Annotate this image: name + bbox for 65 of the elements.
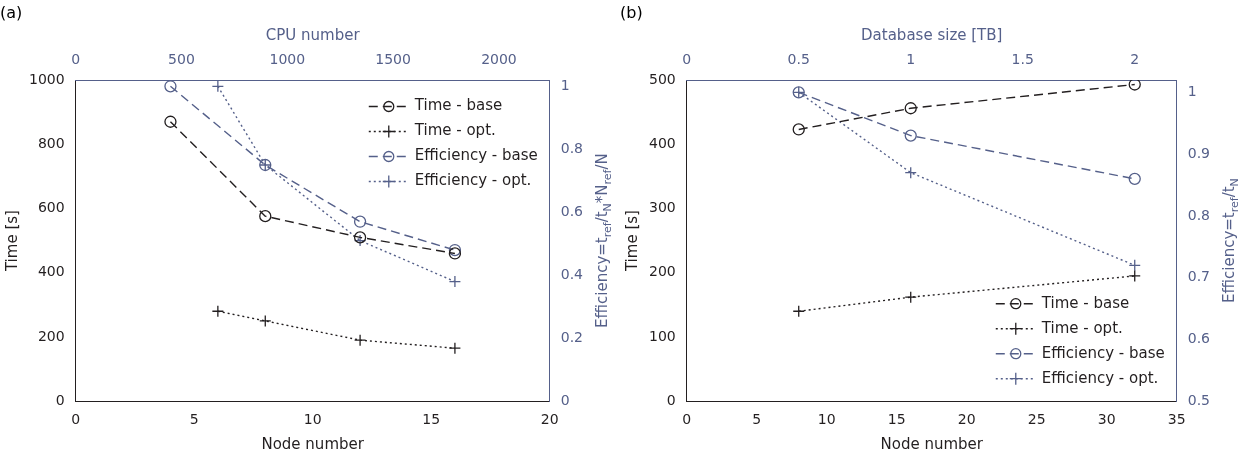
x2-tick-label: 0.5 bbox=[787, 51, 810, 68]
y-tick-label: 400 bbox=[37, 263, 65, 280]
y-tick-label: 200 bbox=[37, 327, 65, 344]
legend-label: Efficiency - base bbox=[414, 146, 538, 165]
legend-label: Efficiency - opt. bbox=[1041, 368, 1159, 387]
x-tick-label: 30 bbox=[1097, 411, 1116, 428]
y-tick-label: 400 bbox=[648, 134, 676, 151]
y-axis-title: Time [s] bbox=[622, 210, 641, 273]
x-tick-label: 15 bbox=[887, 411, 906, 428]
y2-axis-title: Efficiency=tref/tN bbox=[1220, 178, 1241, 303]
x-tick-label: 25 bbox=[1027, 411, 1046, 428]
x-tick-label: 0 bbox=[71, 411, 81, 428]
legend-label: Time - base bbox=[1040, 293, 1130, 312]
x2-tick-label: 1500 bbox=[375, 51, 411, 68]
x-tick-label: 35 bbox=[1167, 411, 1186, 428]
y-tick-label: 0 bbox=[666, 391, 676, 408]
x-tick-label: 10 bbox=[303, 411, 322, 428]
x2-tick-label: 1 bbox=[906, 51, 916, 68]
legend-label: Time - base bbox=[413, 96, 503, 115]
y-tick-label: 100 bbox=[648, 327, 676, 344]
x2-axis-title: Database size [TB] bbox=[861, 26, 1003, 45]
y-axis-title: Time [s] bbox=[2, 210, 21, 273]
y2-tick-label: 1 bbox=[1187, 82, 1197, 99]
y2-tick-label: 0.8 bbox=[1187, 206, 1210, 223]
y2-tick-label: 0 bbox=[560, 391, 570, 408]
x2-tick-label: 1000 bbox=[269, 51, 306, 68]
x-tick-label: 0 bbox=[682, 411, 692, 428]
legend-label: Time - opt. bbox=[1040, 318, 1123, 337]
y-tick-label: 200 bbox=[648, 263, 676, 280]
chart-title: (a) bbox=[0, 2, 23, 22]
x-axis-title: Node number bbox=[880, 434, 984, 453]
y2-tick-label: 0.9 bbox=[1187, 144, 1210, 161]
x-tick-label: 5 bbox=[752, 411, 762, 428]
y2-tick-label: 0.6 bbox=[1187, 330, 1211, 347]
y2-tick-label: 0.8 bbox=[560, 139, 583, 156]
x-tick-label: 20 bbox=[957, 411, 976, 428]
x2-axis-title: CPU number bbox=[265, 26, 361, 45]
y-tick-label: 800 bbox=[37, 134, 65, 151]
x2-tick-label: 2 bbox=[1130, 51, 1140, 68]
legend-label: Efficiency - base bbox=[1041, 343, 1165, 362]
y2-tick-label: 0.2 bbox=[560, 328, 583, 345]
legend-label: Time - opt. bbox=[413, 121, 496, 140]
y-tick-label: 0 bbox=[55, 391, 65, 408]
y2-tick-label: 0.7 bbox=[1187, 268, 1210, 285]
x2-tick-label: 0 bbox=[71, 51, 81, 68]
y2-tick-label: 0.4 bbox=[560, 265, 584, 282]
y-tick-label: 500 bbox=[648, 70, 676, 87]
x2-tick-label: 1.5 bbox=[1011, 51, 1034, 68]
y2-tick-label: 0.6 bbox=[560, 202, 584, 219]
x2-tick-label: 2000 bbox=[481, 51, 517, 68]
y2-axis-title: Efficiency=tref/tN*Nref/N bbox=[593, 153, 614, 328]
chart-title: (b) bbox=[620, 2, 643, 22]
y-tick-label: 600 bbox=[37, 199, 65, 216]
x2-tick-label: 0 bbox=[682, 51, 692, 68]
x-tick-label: 10 bbox=[817, 411, 836, 428]
x-tick-label: 5 bbox=[189, 411, 199, 428]
y-tick-label: 1000 bbox=[28, 70, 65, 87]
legend-label: Efficiency - opt. bbox=[414, 171, 532, 190]
x-tick-label: 20 bbox=[540, 411, 559, 428]
x-tick-label: 15 bbox=[422, 411, 441, 428]
y2-tick-label: 1 bbox=[560, 76, 570, 93]
x-axis-title: Node number bbox=[261, 434, 365, 453]
y2-tick-label: 0.5 bbox=[1187, 391, 1210, 408]
x2-tick-label: 500 bbox=[168, 51, 195, 68]
y-tick-label: 300 bbox=[648, 199, 676, 216]
